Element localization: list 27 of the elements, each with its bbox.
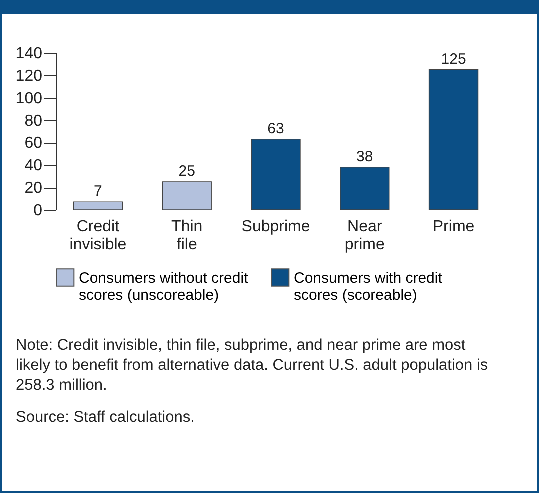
bar bbox=[428, 69, 479, 210]
data-label: 7 bbox=[94, 183, 102, 200]
bar bbox=[162, 182, 212, 210]
y-tick-label: 120 bbox=[16, 68, 43, 85]
legend-label: Consumers with credit scores (scoreable) bbox=[294, 270, 444, 304]
x-tick-label: Near prime bbox=[344, 218, 385, 254]
x-tick-label: Thin file bbox=[172, 218, 203, 254]
y-tick-label: 100 bbox=[16, 90, 43, 108]
source-note: Source: Staff calculations. bbox=[16, 408, 196, 428]
y-tick-label: 140 bbox=[16, 46, 43, 62]
x-tick-label: Prime bbox=[432, 218, 475, 236]
bar bbox=[251, 138, 301, 210]
data-label: 125 bbox=[441, 50, 466, 68]
text: Note: Credit invisible, thin file, subprime, and near prime are most likely to benefit from alternative data. Current U.S. adult population is 258.3 million. bbox=[16, 336, 490, 396]
x-tick-label: Subprime bbox=[242, 218, 310, 236]
legend-label: Consumers without credit scores (unscoreable) bbox=[79, 270, 250, 304]
data-label: 38 bbox=[356, 148, 374, 166]
y-tick-label: 80 bbox=[24, 112, 43, 130]
y-tick-label: 0 bbox=[34, 202, 43, 220]
bar bbox=[73, 202, 124, 210]
y-tick-label: 40 bbox=[24, 158, 43, 175]
bar bbox=[340, 166, 390, 210]
y-tick-label: 20 bbox=[24, 180, 43, 198]
data-label: 25 bbox=[178, 162, 196, 180]
y-tick-label: 60 bbox=[24, 135, 43, 152]
data-label: 63 bbox=[268, 120, 284, 138]
x-tick-label: Credit invisible bbox=[70, 218, 127, 254]
